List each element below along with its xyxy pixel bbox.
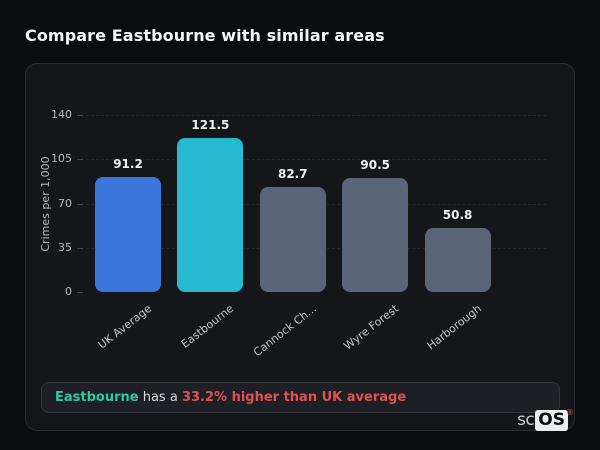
bar-chart-plot: 0 35 70 105 140 91.2 UK Average 121.5 Eastbourne… — [51, 108, 546, 359]
scos-logo: sc OS ® — [517, 407, 576, 431]
comparison-note: Eastbourne has a 33.2% higher than UK av… — [41, 382, 560, 413]
y-tick-label: 35 — [58, 240, 72, 254]
page-title: Compare Eastbourne with similar areas — [25, 26, 385, 45]
y-tick-label: 140 — [51, 108, 72, 121]
note-connector-text: has a — [138, 390, 182, 405]
y-tick-mark — [77, 203, 83, 205]
bar-value-label: 90.5 — [360, 157, 390, 172]
gridline — [86, 159, 546, 161]
logo-suffix-text: OS — [535, 409, 568, 431]
bar-value-label: 82.7 — [277, 167, 308, 182]
note-area-name: Eastbourne — [55, 390, 139, 405]
x-axis-label: Wyre Forest — [341, 302, 402, 353]
x-axis-label: Cannock Ch... — [250, 302, 319, 360]
y-tick-mark — [77, 247, 83, 249]
bar-harborough[interactable] — [424, 227, 491, 292]
bar-value-label: 91.2 — [113, 156, 143, 171]
bar-uk-average[interactable] — [95, 176, 161, 292]
y-tick-mark — [77, 292, 83, 293]
y-tick-label: 70 — [58, 196, 72, 210]
bar-cannock-ch[interactable] — [259, 187, 326, 292]
x-axis-label: Eastbourne — [179, 302, 237, 351]
y-tick-label: 105 — [51, 152, 72, 166]
bar-eastbourne[interactable] — [177, 138, 244, 292]
bar-value-label: 121.5 — [191, 118, 230, 133]
bar-value-label: 50.8 — [442, 207, 473, 222]
y-tick-mark — [77, 115, 83, 116]
note-stat-text: 33.2% higher than UK average — [181, 390, 407, 405]
x-axis-label: Harborough — [424, 302, 484, 353]
y-tick-mark — [77, 159, 83, 161]
logo-prefix-text: sc — [517, 410, 535, 430]
registered-trademark-icon: ® — [566, 407, 574, 417]
bar-wyre-forest[interactable] — [342, 177, 409, 292]
x-axis-label: UK Average — [95, 302, 155, 352]
y-tick-label: 0 — [65, 285, 72, 298]
chart-card: Crimes per 1,000 0 35 70 105 140 91.2 UK Avera… — [25, 63, 575, 431]
gridline — [86, 115, 546, 116]
